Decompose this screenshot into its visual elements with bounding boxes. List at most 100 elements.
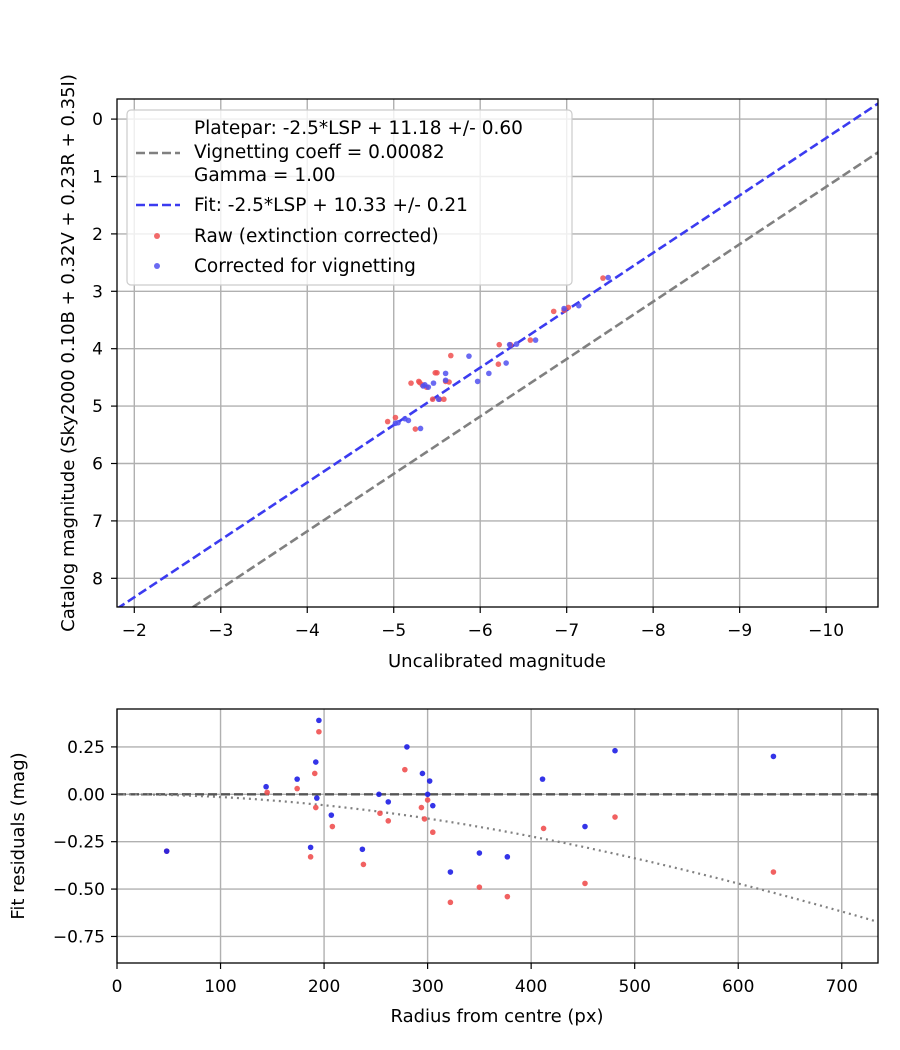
top-y-axis-label: Catalog magnitude (Sky2000 0.10B + 0.32V… [58,74,79,632]
corrected-residual-point [419,770,426,777]
corrected-residual-point [385,799,392,805]
legend-corrected-swatch [154,263,160,269]
raw-residual-point [612,814,618,820]
corrected-residual-point [328,812,335,818]
raw-residual-point [418,804,425,811]
raw-point [527,337,534,343]
corrected-point [506,341,513,348]
legend-gamma-label: Gamma = 1.00 [194,165,336,186]
corrected-residual-point [307,844,314,851]
corrected-residual-point [447,869,454,875]
raw-residual-point [385,818,392,824]
bottom-x-tick-label: 0 [112,977,123,997]
bottom-x-tick-label: 400 [515,977,547,997]
raw-point [408,380,414,386]
raw-residual-point [540,825,547,832]
corrected-residual-point [476,850,483,856]
bottom-reference-lines [117,793,879,923]
raw-residual-point [264,789,270,796]
top-x-ticks: −2 −3 −4 −5 −6 −7 −8 −9 −10 [122,607,844,641]
corrected-point [425,384,432,390]
raw-residual-point [421,816,428,822]
top-y-ticks: 0 1 2 3 4 5 6 7 8 [92,110,117,589]
corrected-residual-point [612,747,618,754]
corrected-point [466,353,472,359]
bottom-x-tick-label: 600 [722,977,754,997]
bottom-y-tick-label: 0.25 [67,738,105,758]
legend-raw-label: Raw (extinction corrected) [194,226,439,247]
residuals-plot: 0 100 200 300 400 500 600 700 0.25 0.00 −0.25 −0.5… [8,708,879,1027]
fit-line [117,102,878,607]
bottom-x-tick-label: 700 [826,977,858,997]
raw-point [600,275,606,281]
bottom-plot-frame [116,708,879,964]
corrected-point [561,305,567,312]
raw-point [565,304,572,311]
raw-residual-point [402,766,408,773]
raw-point [448,352,454,359]
corrected-point [442,370,449,377]
top-fit-lines [117,102,878,607]
top-y-tick-label: 4 [92,340,103,360]
bottom-x-tick-label: 200 [308,977,340,997]
raw-residual-point [316,728,322,735]
legend-raw-swatch [154,233,160,239]
bottom-x-tick-label: 100 [204,977,236,997]
top-y-tick-label: 6 [92,454,103,474]
raw-point [412,426,419,432]
raw-residual-point [360,861,367,868]
corrected-residual-point [426,778,433,784]
corrected-residual-point [263,783,269,790]
top-y-tick-label: 1 [92,167,103,187]
corrected-point [395,419,401,426]
corrected-residual-point [316,717,322,724]
raw-point [392,414,399,421]
corrected-point [503,360,509,366]
bottom-y-axis-label: Fit residuals (mag) [8,752,29,919]
corrected-point [605,274,611,281]
raw-residual-point [429,829,436,836]
corrected-point [430,380,437,386]
top-x-axis-label: Uncalibrated magnitude [388,651,606,672]
vignetting-curve [117,793,879,923]
raw-residual-point [294,785,300,792]
bottom-y-ticks: 0.25 0.00 −0.25 −0.50 −0.75 [53,738,117,947]
platepar-line [190,151,878,607]
corrected-point [532,337,539,343]
top-x-tick-label: −8 [641,621,666,641]
legend-box [126,109,573,286]
top-y-tick-label: 0 [92,110,103,130]
bottom-x-tick-label: 300 [411,977,443,997]
raw-point [550,308,557,315]
raw-residual-point [770,869,777,875]
raw-residual-point [329,823,336,830]
corrected-residual-point [429,802,436,809]
raw-point [429,396,436,403]
top-plot-frame [116,98,879,608]
bottom-y-tick-label: −0.75 [53,927,105,947]
top-x-tick-label: −10 [808,621,844,641]
raw-point [495,361,502,367]
legend-corrected-label: Corrected for vignetting [194,256,416,277]
corrected-residual-point [504,854,511,860]
corrected-point [417,425,424,432]
corrected-residual-point [582,823,588,830]
raw-residual-point [312,804,319,811]
corrected-residual-point [539,776,546,782]
bottom-y-tick-label: −0.50 [53,880,105,900]
top-x-tick-label: −9 [727,621,752,641]
corrected-point [435,396,442,403]
raw-residual-point [307,854,314,860]
top-x-tick-label: −3 [208,621,233,641]
magnitude-plot: −2 −3 −4 −5 −6 −7 −8 −9 −10 0 1 2 3 4 5 6 7 8 Uncalibrat… [58,74,879,672]
top-x-tick-label: −6 [468,621,493,641]
top-x-tick-label: −7 [554,621,579,641]
bottom-x-axis-label: Radius from centre (px) [390,1006,603,1027]
raw-point [432,370,439,376]
top-y-tick-label: 8 [92,569,103,589]
top-y-tick-label: 2 [92,225,103,245]
raw-residual-point [582,880,588,887]
raw-residual-point [424,797,431,803]
corrected-residual-point [376,791,382,798]
